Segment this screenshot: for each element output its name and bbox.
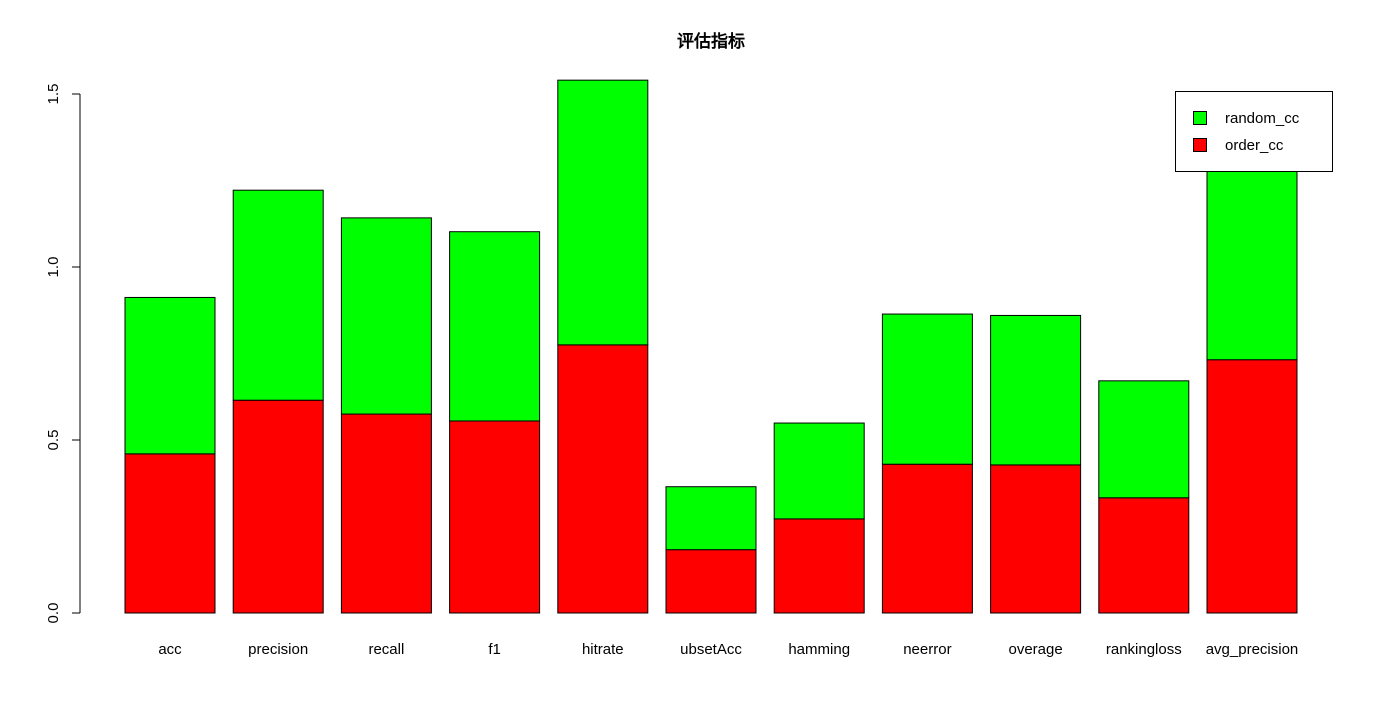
bar-order_cc-rankingloss	[1098, 497, 1190, 614]
bars	[124, 79, 1298, 614]
bar-random_cc-hitrate	[557, 79, 649, 346]
x-axis-labels: acc precision recall f1 hitrate ubsetAcc hammi…	[158, 641, 1298, 658]
bar-order_cc-avg_precision	[1206, 359, 1298, 614]
bar-order_cc-recall	[340, 413, 432, 614]
x-tick-label: hitrate	[582, 641, 624, 658]
bar-order_cc-overage	[990, 464, 1082, 614]
bar-random_cc-ubsetAcc	[665, 486, 757, 551]
bar-random_cc-overage	[990, 314, 1082, 466]
y-tick-label: 0.5	[45, 430, 62, 451]
bar-random_cc-acc	[124, 296, 216, 455]
legend-swatch-order_cc	[1193, 138, 1207, 152]
y-tick-label: 1.0	[45, 257, 62, 278]
bar-order_cc-hamming	[773, 518, 865, 614]
legend-label: random_cc	[1225, 110, 1300, 127]
x-tick-label: precision	[248, 641, 308, 658]
y-tick-label: 1.5	[45, 84, 62, 105]
x-tick-label: avg_precision	[1206, 641, 1299, 658]
y-tick-label: 0.0	[45, 603, 62, 624]
legend-label: order_cc	[1225, 137, 1284, 154]
bar-order_cc-f1	[449, 420, 541, 614]
chart-title: 评估指标	[677, 31, 745, 52]
bar-order_cc-ubsetAcc	[665, 549, 757, 614]
x-tick-label: overage	[1008, 641, 1062, 658]
bar-random_cc-f1	[449, 231, 541, 422]
x-tick-label: hamming	[788, 641, 850, 658]
bar-random_cc-precision	[232, 189, 324, 401]
bar-order_cc-hitrate	[557, 344, 649, 614]
legend-swatch-random_cc	[1193, 111, 1207, 125]
bar-random_cc-neerror	[881, 313, 973, 465]
bar-random_cc-recall	[340, 217, 432, 415]
x-tick-label: neerror	[903, 641, 951, 658]
legend-box	[1175, 91, 1333, 172]
x-tick-label: ubsetAcc	[680, 641, 742, 658]
x-tick-label: acc	[158, 641, 182, 658]
bar-order_cc-acc	[124, 453, 216, 614]
y-axis: 0.0 0.5 1.0 1.5	[45, 84, 81, 624]
x-tick-label: recall	[368, 641, 404, 658]
bar-order_cc-neerror	[881, 463, 973, 614]
bar-random_cc-rankingloss	[1098, 380, 1190, 499]
x-tick-label: rankingloss	[1106, 641, 1182, 658]
x-tick-label: f1	[488, 641, 501, 658]
bar-order_cc-precision	[232, 399, 324, 614]
legend: random_cc order_cc	[1175, 91, 1333, 172]
bar-random_cc-hamming	[773, 422, 865, 520]
